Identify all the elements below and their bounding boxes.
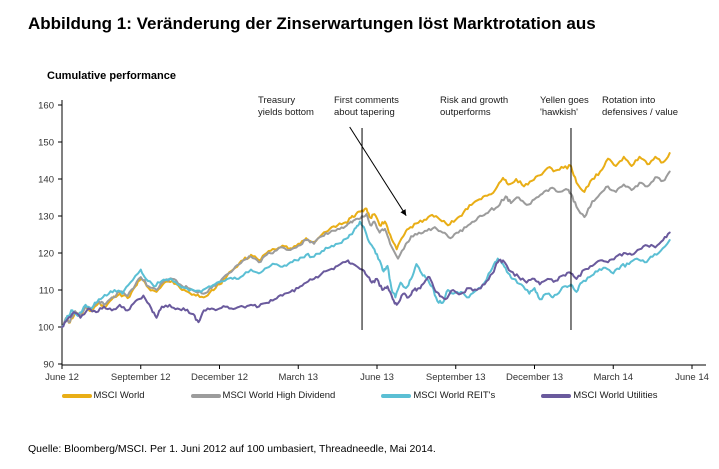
legend-item-3: MSCI World Utilities — [541, 390, 658, 401]
series-line-1 — [61, 170, 671, 328]
source-note: Quelle: Bloomberg/MSCI. Per 1. Juni 2012… — [28, 443, 436, 455]
series-line-3 — [61, 231, 671, 328]
y-tick-label: 100 — [38, 323, 54, 334]
event-arrow — [349, 126, 407, 216]
legend-swatch-icon — [541, 393, 572, 398]
legend-swatch-icon — [61, 393, 92, 398]
legend-label: MSCI World — [93, 390, 145, 401]
annotation-1: First comments about tapering — [334, 95, 399, 118]
legend-item-1: MSCI World High Dividend — [190, 390, 336, 401]
x-tick-label: March 13 — [278, 372, 318, 383]
legend-label: MSCI World High Dividend — [222, 390, 336, 401]
y-tick-label: 120 — [38, 249, 54, 260]
legend-label: MSCI World REIT's — [413, 390, 496, 401]
x-tick-label: December 12 — [191, 372, 248, 383]
legend-swatch-icon — [381, 393, 412, 398]
x-tick-label: June 13 — [360, 372, 394, 383]
page-title: Abbildung 1: Veränderung der Zinserwartu… — [28, 14, 596, 33]
legend-swatch-icon — [190, 393, 221, 398]
legend-item-0: MSCI World — [61, 390, 145, 401]
y-tick-label: 150 — [38, 138, 54, 149]
y-tick-label: 160 — [38, 101, 54, 112]
chart-legend: MSCI World MSCI World High Dividend MSCI W… — [0, 390, 719, 401]
y-tick-label: 130 — [38, 212, 54, 223]
x-tick-label: December 13 — [506, 372, 563, 383]
annotation-3: Yellen goes 'hawkish' — [540, 95, 589, 118]
series-line-0 — [61, 152, 671, 328]
chart-subtitle: Cumulative performance — [47, 70, 176, 82]
x-tick-label: September 13 — [426, 372, 486, 383]
x-tick-label: June 14 — [675, 372, 709, 383]
annotation-4: Rotation into defensives / value — [602, 95, 679, 118]
y-tick-label: 110 — [39, 286, 54, 297]
annotation-0: Treasury yields bottom — [258, 95, 314, 118]
y-tick-label: 90 — [43, 360, 54, 371]
annotation-2: Risk and growth outperforms — [440, 95, 509, 118]
x-tick-label: March 14 — [593, 372, 633, 383]
series-line-2 — [61, 220, 671, 328]
x-tick-label: June 12 — [45, 372, 79, 383]
y-tick-label: 140 — [38, 175, 54, 186]
legend-label: MSCI World Utilities — [573, 390, 658, 401]
x-tick-label: September 12 — [111, 372, 171, 383]
legend-item-2: MSCI World REIT's — [381, 390, 495, 401]
